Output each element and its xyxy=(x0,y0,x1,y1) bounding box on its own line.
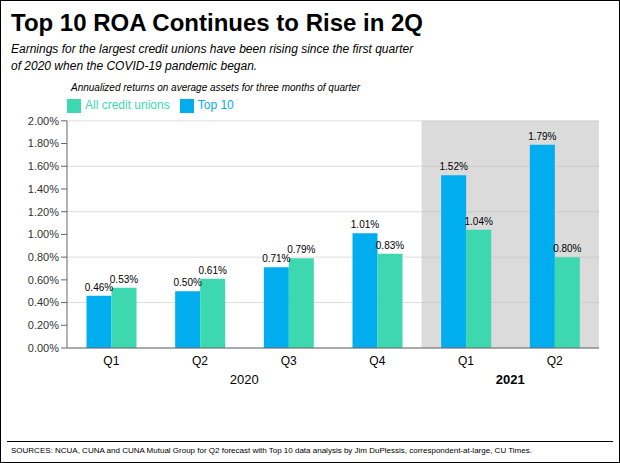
svg-text:Q1: Q1 xyxy=(103,354,119,368)
html-text:Top 10: Top 10 xyxy=(197,98,234,112)
svg-text:0.80%: 0.80% xyxy=(553,243,581,254)
svg-text:Q2: Q2 xyxy=(192,354,208,368)
svg-text:2021: 2021 xyxy=(496,372,525,387)
svg-text:0.53%: 0.53% xyxy=(110,274,138,285)
html-text:Top 10 ROA Continues to Rise i: Top 10 ROA Continues to Rise in 2Q xyxy=(11,9,423,36)
svg-text:0.50%: 0.50% xyxy=(173,277,201,288)
svg-text:0.60%: 0.60% xyxy=(28,274,59,286)
svg-text:1.40%: 1.40% xyxy=(28,183,59,195)
html-text:All credit unions: All credit unions xyxy=(85,98,170,112)
svg-text:2.00%: 2.00% xyxy=(28,115,59,127)
svg-text:1.00%: 1.00% xyxy=(28,228,59,240)
svg-text:Q3: Q3 xyxy=(281,354,297,368)
svg-text:1.60%: 1.60% xyxy=(28,160,59,172)
svg-text:0.20%: 0.20% xyxy=(28,319,59,331)
html-text:SOURCES: NCUA, CUNA and CUNA M: SOURCES: NCUA, CUNA and CUNA Mutual Grou… xyxy=(11,446,532,455)
svg-text:2020: 2020 xyxy=(230,372,259,387)
svg-text:1.52%: 1.52% xyxy=(439,161,467,172)
html-text:Annualized returns on average: Annualized returns on average assets for… xyxy=(71,82,361,93)
svg-text:0.61%: 0.61% xyxy=(198,265,226,276)
svg-text:Q4: Q4 xyxy=(369,354,385,368)
svg-text:0.80%: 0.80% xyxy=(28,251,59,263)
svg-text:Q2: Q2 xyxy=(547,354,563,368)
svg-text:0.83%: 0.83% xyxy=(376,240,404,251)
svg-text:1.04%: 1.04% xyxy=(464,216,492,227)
svg-text:1.20%: 1.20% xyxy=(28,206,59,218)
svg-text:0.71%: 0.71% xyxy=(262,253,291,265)
svg-text:1.80%: 1.80% xyxy=(28,137,59,149)
svg-text:0.00%: 0.00% xyxy=(28,342,59,354)
svg-text:1.79%: 1.79% xyxy=(528,131,556,142)
svg-text:0.79%: 0.79% xyxy=(287,244,315,255)
svg-text:0.46%: 0.46% xyxy=(84,281,114,293)
svg-text:Q1: Q1 xyxy=(458,354,474,368)
html-text:Earnings for the largest credi: Earnings for the largest credit unions h… xyxy=(11,42,414,73)
svg-text:0.40%: 0.40% xyxy=(28,296,59,308)
svg-text:1.01%: 1.01% xyxy=(351,219,379,230)
